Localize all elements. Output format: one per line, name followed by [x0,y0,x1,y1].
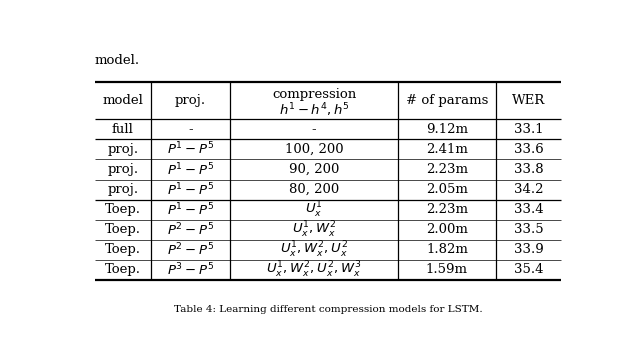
Text: proj.: proj. [108,183,138,196]
Text: -: - [312,123,316,136]
Text: 1.59m: 1.59m [426,263,468,276]
Text: model: model [102,94,143,108]
Text: 2.41m: 2.41m [426,143,468,156]
Text: Toep.: Toep. [105,223,141,236]
Text: -: - [188,123,193,136]
Text: $h^1-h^4, h^5$: $h^1-h^4, h^5$ [278,101,349,119]
Text: $U_x^1$: $U_x^1$ [305,199,323,220]
Text: Toep.: Toep. [105,203,141,216]
Text: $P^1-P^5$: $P^1-P^5$ [167,161,214,178]
Text: # of params: # of params [406,94,488,108]
Text: WER: WER [512,94,545,108]
Text: Toep.: Toep. [105,263,141,276]
Text: 1.82m: 1.82m [426,243,468,256]
Text: 2.00m: 2.00m [426,223,468,236]
Text: 80, 200: 80, 200 [289,183,339,196]
Text: 33.9: 33.9 [514,243,543,256]
Text: $P^2-P^5$: $P^2-P^5$ [167,221,214,238]
Text: 34.2: 34.2 [514,183,543,196]
Text: $P^1-P^5$: $P^1-P^5$ [167,181,214,198]
Text: $P^1-P^5$: $P^1-P^5$ [167,201,214,218]
Text: full: full [112,123,134,136]
Text: $U_x^1, W_x^2$: $U_x^1, W_x^2$ [292,220,336,240]
Text: compression: compression [272,88,356,101]
Text: Table 4: Learning different compression models for LSTM.: Table 4: Learning different compression … [173,305,483,314]
Text: $U_x^1, W_x^2, U_x^2$: $U_x^1, W_x^2, U_x^2$ [280,240,348,260]
Text: 33.6: 33.6 [514,143,543,156]
Text: 2.05m: 2.05m [426,183,468,196]
Text: 33.5: 33.5 [514,223,543,236]
Text: 2.23m: 2.23m [426,203,468,216]
Text: $P^3-P^5$: $P^3-P^5$ [167,261,214,278]
Text: proj.: proj. [108,163,138,176]
Text: $U_x^1, W_x^2, U_x^2, W_x^3$: $U_x^1, W_x^2, U_x^2, W_x^3$ [266,260,362,279]
Text: $P^2-P^5$: $P^2-P^5$ [167,241,214,258]
Text: 33.4: 33.4 [514,203,543,216]
Text: 9.12m: 9.12m [426,123,468,136]
Text: 35.4: 35.4 [514,263,543,276]
Text: Toep.: Toep. [105,243,141,256]
Text: 33.8: 33.8 [514,163,543,176]
Text: 2.23m: 2.23m [426,163,468,176]
Text: proj.: proj. [108,143,138,156]
Text: $P^1-P^5$: $P^1-P^5$ [167,141,214,158]
Text: model.: model. [95,54,140,67]
Text: 33.1: 33.1 [514,123,543,136]
Text: proj.: proj. [175,94,206,108]
Text: 90, 200: 90, 200 [289,163,339,176]
Text: 100, 200: 100, 200 [285,143,343,156]
